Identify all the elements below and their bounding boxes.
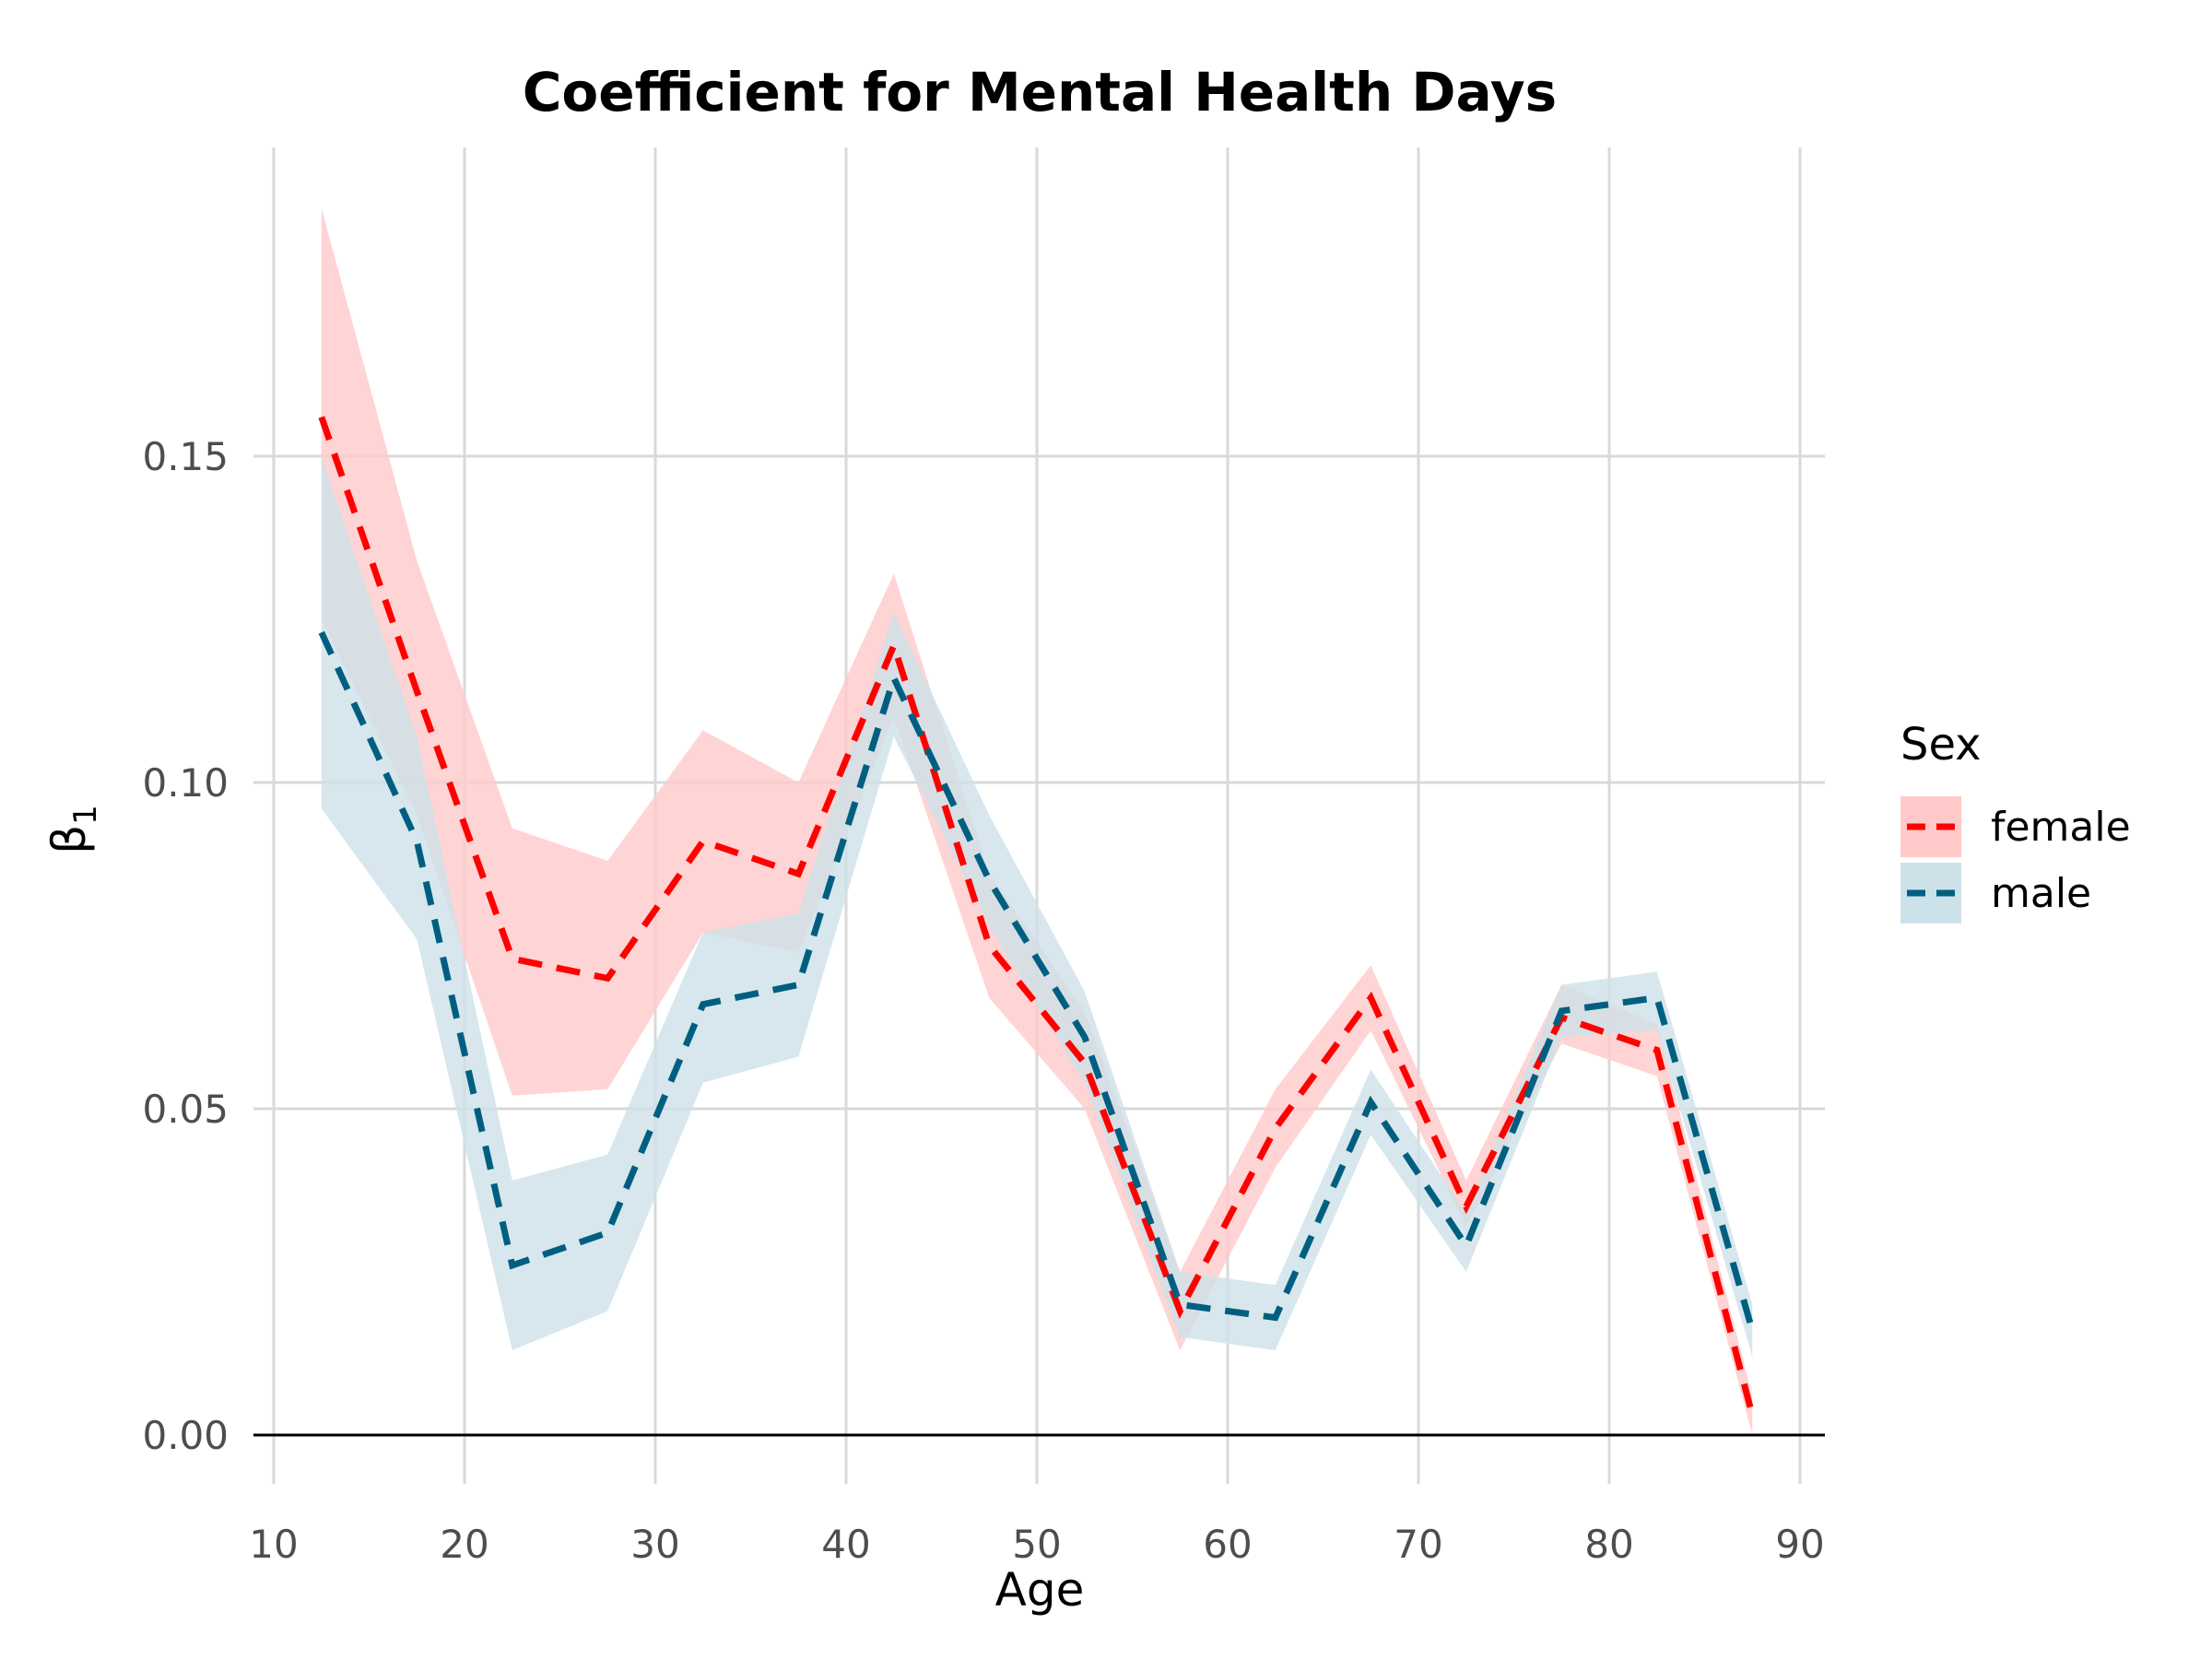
x-tick-label: 90 [1775,1522,1824,1567]
legend-title: Sex [1900,719,1982,771]
x-tick-label: 70 [1394,1522,1442,1567]
x-axis-ticks: 10 20 30 40 50 60 70 80 90 [249,1522,1824,1567]
y-axis-title: β1 [42,805,104,854]
x-tick-label: 40 [821,1522,870,1567]
y-tick-label: 0.00 [142,1413,229,1458]
y-tick-label: 0.05 [142,1087,229,1132]
y-axis-ticks: 0.00 0.05 0.10 0.15 [142,434,229,1458]
series-lines [318,416,1756,1417]
y-tick-label: 0.15 [142,434,229,479]
x-tick-label: 50 [1012,1522,1061,1567]
y-axis-title-main: β [42,825,96,854]
y-tick-label: 0.10 [142,760,229,806]
male-confidence-band [321,456,1753,1357]
x-tick-label: 20 [440,1522,488,1567]
female-series-line [318,416,1756,1417]
x-tick-label: 30 [630,1522,679,1567]
x-tick-label: 10 [249,1522,298,1567]
legend: Sex female male [1900,719,2131,924]
legend-label-female: female [1991,804,2131,851]
chart-title: Coefficient for Mental Health Days [523,61,1557,124]
x-axis-title: Age [995,1563,1085,1617]
x-tick-label: 80 [1584,1522,1633,1567]
x-tick-label: 60 [1203,1522,1252,1567]
male-series-line [318,630,1756,1332]
legend-label-male: male [1991,870,2091,917]
confidence-bands [321,208,1753,1435]
y-axis-title-subscript: 1 [67,805,104,825]
